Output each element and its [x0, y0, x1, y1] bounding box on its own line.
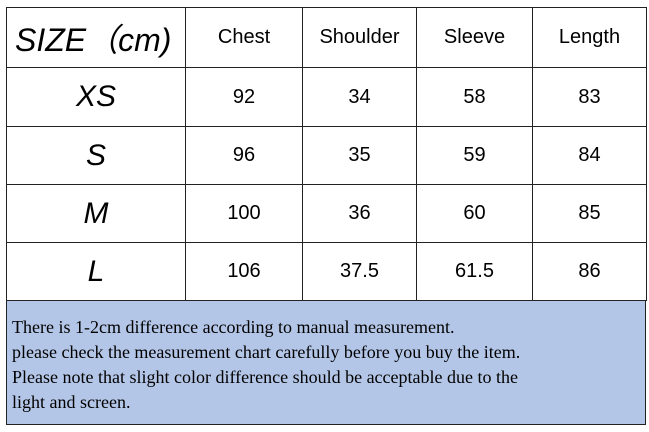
size-label: L: [6, 242, 186, 301]
column-header: Shoulder: [302, 7, 417, 68]
table-title: SIZE（cm): [6, 7, 186, 68]
column-header: Sleeve: [416, 7, 533, 68]
column-header: Length: [532, 7, 647, 68]
measurement: 92: [185, 67, 303, 127]
column-header: Chest: [185, 7, 303, 68]
measurement: 58: [416, 67, 533, 127]
measurement: 60: [416, 184, 533, 243]
size-label: XS: [6, 67, 186, 127]
measurement: 35: [302, 126, 417, 185]
measurement: 85: [532, 184, 647, 243]
measurement: 86: [532, 242, 647, 301]
size-label: M: [6, 184, 186, 243]
note-line: There is 1-2cm difference according to m…: [12, 317, 455, 337]
size-label: S: [6, 126, 186, 185]
measurement: 34: [302, 67, 417, 127]
measurement: 96: [185, 126, 303, 185]
measurement: 37.5: [302, 242, 417, 301]
measurement: 36: [302, 184, 417, 243]
measurement: 61.5: [416, 242, 533, 301]
measurement: 100: [185, 184, 303, 243]
measurement: 106: [185, 242, 303, 301]
note-line: please check the measurement chart caref…: [12, 342, 521, 362]
measurement: 59: [416, 126, 533, 185]
note-line: Please note that slight color difference…: [12, 367, 518, 387]
note-box: There is 1-2cm difference according to m…: [6, 300, 646, 425]
measurement: 83: [532, 67, 647, 127]
measurement: 84: [532, 126, 647, 185]
note-line: light and screen.: [12, 392, 131, 412]
